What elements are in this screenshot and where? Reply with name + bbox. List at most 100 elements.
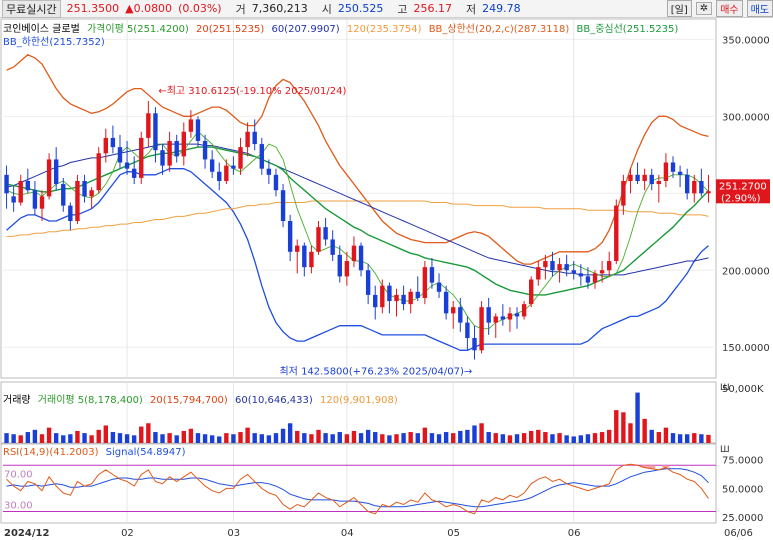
sell-button[interactable]: 매도: [746, 0, 773, 17]
candle-body: [529, 279, 534, 305]
buy-button[interactable]: 매수: [716, 0, 743, 17]
candle-body: [635, 174, 640, 181]
volume-bar: [592, 433, 598, 443]
volume-bar: [585, 434, 591, 443]
volume-bar: [302, 433, 307, 443]
volume-bar: [358, 433, 364, 443]
candle-body: [606, 261, 612, 271]
volume-bar: [39, 434, 45, 443]
volume-bar: [380, 434, 385, 443]
volume-value: 7,360,213: [251, 2, 308, 15]
candle-body: [217, 171, 222, 181]
volume-bar: [684, 434, 690, 443]
legend-bb-lower: BB_하한선(215.7352): [3, 37, 105, 48]
legend-ma120: 120(235.3754): [346, 24, 422, 35]
price-axis-label: 150.0000: [722, 343, 770, 354]
candle-body: [592, 273, 598, 283]
high-value: 256.17: [413, 2, 452, 15]
x-axis-label: 05: [447, 528, 460, 539]
volume-bar: [344, 434, 350, 443]
current-price: 251.3500: [66, 2, 120, 15]
volume-bar: [316, 429, 321, 443]
candle-body: [677, 171, 683, 175]
volume-bar: [224, 433, 229, 443]
candle-body: [124, 162, 130, 169]
candle-body: [663, 162, 669, 181]
volume-bar: [351, 430, 357, 443]
volume-bar: [217, 436, 222, 443]
volume-bar: [323, 433, 328, 443]
candle-body: [479, 307, 484, 351]
legend-ma5: 가격이평 5(251.4200): [86, 24, 189, 35]
candle-body: [550, 261, 555, 271]
candle-body: [167, 140, 172, 166]
legend-ma60: 60(207.9907): [271, 24, 340, 35]
realtime-badge: 무료실시간: [2, 0, 61, 18]
volume-bar: [564, 435, 569, 443]
candle-body: [670, 162, 676, 172]
volume-bar: [465, 429, 470, 443]
price-axis-label: 300.0000: [722, 112, 770, 123]
candle-body: [706, 191, 711, 194]
volume-bar: [273, 433, 279, 443]
candle-body: [68, 205, 73, 222]
volume-bar: [429, 433, 435, 443]
candle-body: [224, 165, 229, 181]
candle-body: [500, 316, 506, 320]
volume-bar: [209, 435, 215, 443]
candle-body: [443, 291, 449, 314]
candle-body: [238, 147, 243, 169]
candle-body: [564, 264, 569, 271]
candle-body: [642, 174, 647, 181]
chart-canvas[interactable]: 350.0000300.0000250.0000200.0000150.0000…: [0, 18, 773, 540]
candle-body: [621, 180, 626, 206]
candle-body: [245, 131, 250, 148]
rsi-scale-button: Ш: [720, 445, 730, 455]
bb-mid-line: [6, 146, 709, 296]
candle-body: [373, 294, 378, 308]
candle-body: [365, 270, 371, 295]
volume-bar: [436, 434, 442, 443]
x-axis-label: 04: [341, 528, 354, 539]
volume-bar: [387, 435, 392, 443]
volume-bar: [4, 433, 9, 443]
candle-body: [351, 245, 357, 262]
volume-bar: [131, 435, 137, 443]
candle-body: [614, 205, 619, 262]
gear-icon[interactable]: ✲: [695, 2, 713, 15]
volume-bar: [373, 432, 378, 443]
volume-bar: [486, 432, 491, 443]
volume-bar: [536, 429, 541, 443]
volume-bar: [628, 423, 633, 443]
volume-bar: [153, 432, 158, 443]
volume-bar: [458, 430, 463, 443]
x-axis-label: 2024/12: [4, 528, 49, 539]
volume-legend: 거래량 거래이평 5(8,178,400) 20(15,794,700) 60(…: [3, 391, 402, 406]
volume-bar: [18, 435, 23, 443]
candle-body: [46, 159, 52, 197]
candle-body: [684, 174, 690, 194]
volume-label: 거: [235, 2, 246, 16]
candle-body: [117, 147, 123, 163]
candle-body: [585, 276, 591, 283]
period-day-button[interactable]: [일]: [666, 0, 692, 17]
volume-bar: [110, 432, 116, 443]
ma60-line: [6, 143, 709, 276]
high-label: 고: [397, 2, 408, 16]
candle-body: [181, 131, 186, 157]
candle-body: [280, 190, 286, 222]
volume-bar: [124, 434, 130, 443]
volume-bar: [103, 425, 109, 443]
volume-bar: [266, 435, 272, 443]
volume-bar: [259, 434, 264, 443]
candle-body: [337, 254, 342, 277]
volume-bar: [309, 434, 314, 443]
candle-body: [458, 307, 463, 323]
price-legend-2: BB_하한선(215.7352): [3, 33, 109, 48]
candle-body: [153, 113, 158, 151]
candle-body: [486, 307, 491, 323]
candle-body: [344, 261, 350, 277]
candle-body: [75, 180, 80, 222]
price-change: ▲0.0800: [125, 2, 173, 15]
